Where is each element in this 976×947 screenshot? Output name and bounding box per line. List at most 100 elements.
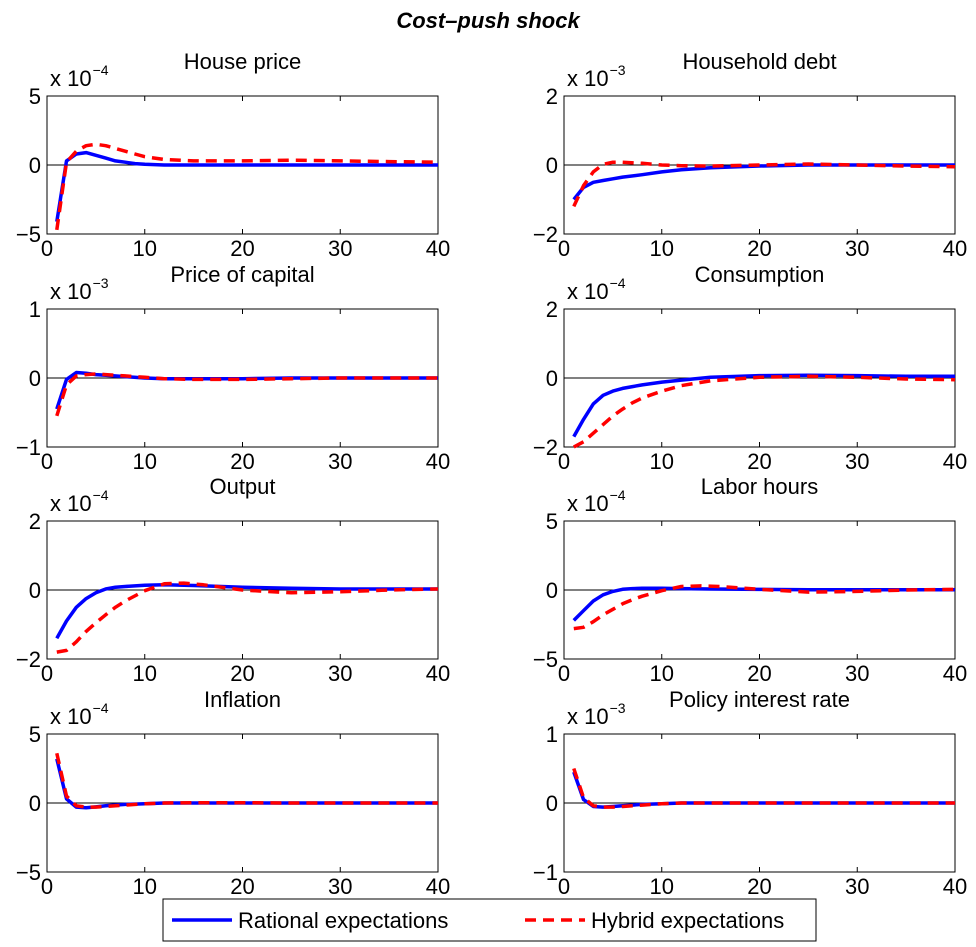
axis-multiplier-exponent: −3 [610, 700, 626, 716]
axis-multiplier-exponent: −3 [610, 62, 626, 78]
x-tick-label: 20 [230, 236, 254, 261]
x-tick-label: 10 [133, 449, 157, 474]
x-tick-label: 0 [558, 449, 570, 474]
x-tick-label: 10 [650, 449, 674, 474]
x-tick-label: 10 [650, 236, 674, 261]
x-tick-label: 30 [328, 449, 352, 474]
y-tick-label: −1 [16, 435, 41, 460]
series-line-hybrid [572, 160, 956, 208]
x-tick-label: 30 [328, 236, 352, 261]
axis-multiplier: x 10 [50, 279, 92, 304]
y-tick-label: 5 [29, 722, 41, 747]
legend-label-rational: Rational expectations [238, 908, 448, 933]
y-tick-label: 0 [29, 791, 41, 816]
x-tick-label: 0 [41, 449, 53, 474]
x-tick-label: 10 [650, 874, 674, 899]
y-tick-label: −1 [533, 860, 558, 885]
x-tick-label: 30 [328, 661, 352, 686]
axis-multiplier-exponent: −4 [610, 487, 626, 503]
series-line-hybrid [572, 767, 955, 809]
axis-multiplier: x 10 [567, 491, 609, 516]
series-line-hybrid [56, 581, 439, 654]
series-line-rational [55, 583, 438, 640]
y-tick-label: 0 [546, 153, 558, 178]
x-tick-label: 40 [426, 661, 450, 686]
series-line-hybrid [55, 752, 438, 809]
axis-multiplier-exponent: −4 [610, 275, 626, 291]
axis-multiplier: x 10 [50, 491, 92, 516]
x-tick-label: 30 [845, 874, 869, 899]
x-tick-label: 10 [133, 236, 157, 261]
axis-multiplier-exponent: −4 [93, 700, 109, 716]
panel-title: Output [209, 474, 275, 499]
series-line-rational [572, 586, 955, 622]
y-tick-label: −2 [533, 222, 558, 247]
y-tick-label: −2 [16, 647, 41, 672]
y-tick-label: 1 [546, 722, 558, 747]
series-line-hybrid [573, 584, 956, 631]
x-tick-label: 40 [943, 236, 967, 261]
x-tick-label: 0 [558, 236, 570, 261]
figure-title: Cost–push shock [396, 8, 581, 33]
x-tick-label: 20 [747, 874, 771, 899]
y-tick-label: −5 [16, 222, 41, 247]
y-tick-label: 0 [29, 153, 41, 178]
x-tick-label: 20 [230, 661, 254, 686]
panel-title: House price [184, 49, 301, 74]
panel-title: Household debt [682, 49, 836, 74]
y-tick-label: 0 [546, 791, 558, 816]
axis-multiplier: x 10 [567, 704, 609, 729]
x-tick-label: 30 [845, 661, 869, 686]
y-tick-label: 2 [546, 84, 558, 109]
panel-title: Inflation [204, 687, 281, 712]
x-tick-label: 40 [426, 236, 450, 261]
x-tick-label: 20 [747, 236, 771, 261]
x-tick-label: 20 [747, 449, 771, 474]
y-tick-label: 2 [546, 297, 558, 322]
x-tick-label: 30 [328, 874, 352, 899]
axis-multiplier-exponent: −3 [93, 275, 109, 291]
panel-title: Price of capital [170, 262, 314, 287]
x-tick-label: 0 [41, 661, 53, 686]
axis-multiplier-exponent: −4 [93, 62, 109, 78]
y-tick-label: 0 [29, 578, 41, 603]
x-tick-label: 10 [133, 661, 157, 686]
axis-multiplier: x 10 [50, 704, 92, 729]
y-tick-label: 0 [546, 578, 558, 603]
y-tick-label: −2 [533, 435, 558, 460]
x-tick-label: 0 [558, 661, 570, 686]
y-tick-label: 0 [546, 366, 558, 391]
x-tick-label: 40 [943, 449, 967, 474]
x-tick-label: 20 [230, 449, 254, 474]
axis-multiplier: x 10 [50, 66, 92, 91]
panel-title: Consumption [695, 262, 825, 287]
y-tick-label: 5 [29, 84, 41, 109]
series-line-hybrid [55, 372, 438, 417]
legend: Rational expectations Hybrid expectation… [162, 898, 817, 942]
series-line-hybrid [572, 374, 956, 449]
y-tick-label: −5 [533, 647, 558, 672]
x-tick-label: 20 [747, 661, 771, 686]
x-tick-label: 40 [943, 874, 967, 899]
x-tick-label: 0 [41, 874, 53, 899]
x-tick-label: 10 [650, 661, 674, 686]
x-tick-label: 40 [426, 449, 450, 474]
x-tick-label: 30 [845, 449, 869, 474]
series-line-rational [55, 150, 438, 222]
x-tick-label: 0 [558, 874, 570, 899]
legend-box [162, 898, 817, 942]
series-line-hybrid [55, 142, 439, 231]
x-tick-label: 20 [230, 874, 254, 899]
x-tick-label: 30 [845, 236, 869, 261]
axis-multiplier-exponent: −4 [93, 487, 109, 503]
